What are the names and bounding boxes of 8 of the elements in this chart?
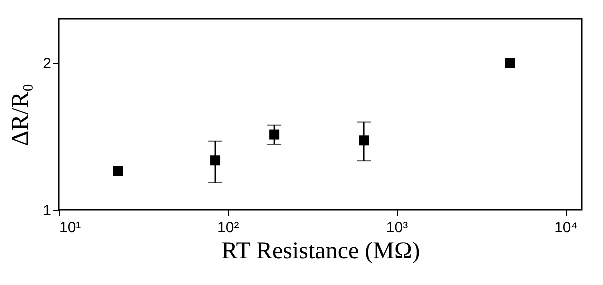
y-axis-title: ΔR/R₀	[8, 84, 34, 146]
x-tick-label: 10⁴	[554, 220, 578, 236]
x-tick-label: 10¹	[60, 220, 82, 236]
x-tick-label: 10²	[218, 220, 240, 236]
x-tick-label: 10³	[386, 220, 408, 236]
y-tick-label: 1	[43, 202, 52, 220]
x-axis-title: RT Resistance (MΩ)	[222, 238, 420, 264]
y-tick-label: 2	[43, 56, 52, 73]
